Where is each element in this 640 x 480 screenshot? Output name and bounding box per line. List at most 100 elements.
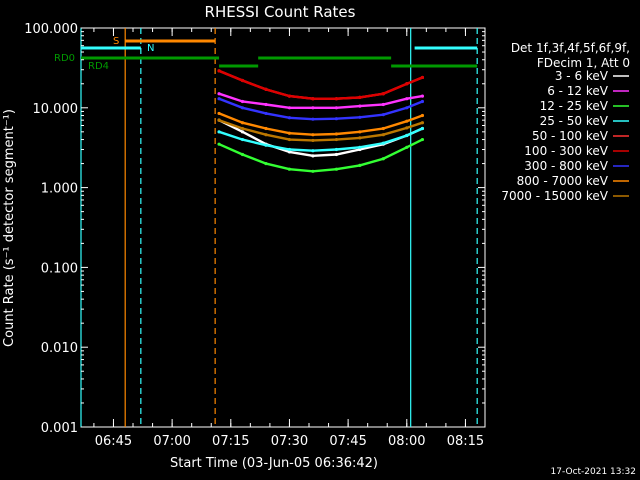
series-8-point xyxy=(240,126,245,131)
series-6-point xyxy=(405,106,409,110)
state-bars: S N RD0 RD4 xyxy=(54,36,478,72)
series-5-point xyxy=(217,69,221,73)
series-3-point xyxy=(240,137,245,142)
series-8-point xyxy=(405,126,409,130)
series-1-point xyxy=(358,104,362,108)
series-2-point xyxy=(381,157,385,161)
legend-label-6: 300 - 800 keV xyxy=(524,159,608,173)
y-axis-label: Count Rate (s⁻¹ detector segment⁻¹) xyxy=(2,109,17,347)
series-5-point xyxy=(334,97,338,101)
x-tick-label-1: 07:00 xyxy=(153,434,190,449)
series-0-point xyxy=(311,154,315,158)
x-tick-label-4: 07:45 xyxy=(329,434,366,449)
series-0-point xyxy=(287,150,292,154)
x-tick-label-3: 07:30 xyxy=(271,434,308,449)
series-8-point xyxy=(264,133,268,137)
series-2-point xyxy=(420,137,425,142)
series-7-point xyxy=(420,113,425,118)
series-line-3 xyxy=(218,127,423,152)
series-3-point xyxy=(405,133,409,138)
series-0-point xyxy=(240,130,245,134)
series-line-2 xyxy=(218,138,423,173)
series-line-7 xyxy=(218,112,423,136)
x-tick-label-5: 08:00 xyxy=(388,434,425,449)
x-tick-label-6: 08:15 xyxy=(447,434,484,449)
series-6-point xyxy=(287,116,292,120)
legend-label-7: 800 - 7000 keV xyxy=(517,174,609,188)
legend-header-1: FDecim 1, Att 0 xyxy=(537,56,630,70)
series-1-point xyxy=(264,102,268,107)
series-8-point xyxy=(334,137,338,142)
series-5-point xyxy=(287,94,292,98)
series-1-point xyxy=(311,106,315,110)
series-line-5 xyxy=(218,69,423,100)
state-bar-label-rd0: RD0 xyxy=(54,53,75,64)
series-2-point xyxy=(311,169,315,173)
series-8-point xyxy=(358,136,362,140)
x-tick-label-2: 07:15 xyxy=(212,434,249,449)
series-8-point xyxy=(311,138,315,143)
series-6-point xyxy=(420,99,425,104)
legend-label-3: 25 - 50 keV xyxy=(540,114,609,128)
series-1-point xyxy=(287,106,292,110)
series-6-point xyxy=(381,113,385,117)
series-8-point xyxy=(420,121,425,125)
series-1-point xyxy=(240,99,245,104)
vertical-markers xyxy=(80,28,478,427)
series-7-point xyxy=(264,126,268,131)
legend-label-4: 50 - 100 keV xyxy=(532,129,609,143)
legend-label-8: 7000 - 15000 keV xyxy=(501,189,608,203)
series-5-point xyxy=(420,75,425,80)
series-8-point xyxy=(287,137,292,142)
y-tick-label-1: 0.010 xyxy=(41,341,78,356)
series-7-point xyxy=(334,132,338,136)
series-3-point xyxy=(311,149,315,153)
y-axis: 0.001 0.010 0.100 1.000 10.000 100.000 xyxy=(24,22,485,436)
series-2-point xyxy=(334,167,338,171)
series-3-point xyxy=(420,126,425,131)
series-line-1 xyxy=(218,92,423,110)
series-3-point xyxy=(287,147,292,152)
state-bar-label-n: N xyxy=(147,43,154,54)
series-5-point xyxy=(311,97,315,101)
series-6-point xyxy=(217,97,221,101)
state-bar-label-s: S xyxy=(113,36,119,47)
series-3-point xyxy=(264,143,268,147)
series-5-point xyxy=(381,92,385,96)
series-7-point xyxy=(405,119,409,123)
y-tick-label-3: 1.000 xyxy=(41,182,78,197)
date-stamp: 17-Oct-2021 13:32 xyxy=(551,467,636,477)
series-2-point xyxy=(287,167,292,171)
legend-label-5: 100 - 300 keV xyxy=(524,144,608,158)
series-7-point xyxy=(311,133,315,137)
series-0-point xyxy=(334,152,338,157)
series-3-point xyxy=(334,147,338,152)
series-0-point xyxy=(358,147,362,152)
series-6-point xyxy=(334,117,338,121)
series-2-point xyxy=(240,152,245,157)
legend: Det 1f,3f,4f,5f,6f,9f,FDecim 1, Att 03 -… xyxy=(501,41,630,203)
series-8-point xyxy=(217,118,221,122)
legend-label-1: 6 - 12 keV xyxy=(547,84,609,98)
x-axis: 06:45 07:00 07:15 07:30 07:45 08:00 08:15 xyxy=(93,28,484,449)
series-line-6 xyxy=(218,97,423,121)
series-line-8 xyxy=(218,119,423,142)
series-5-point xyxy=(264,87,268,92)
series-5-point xyxy=(405,82,409,86)
series-5-point xyxy=(240,78,245,83)
series-3-point xyxy=(217,130,221,134)
series-1-point xyxy=(217,92,221,96)
series-6-point xyxy=(264,111,268,116)
x-axis-label: Start Time (03-Jun-05 06:36:42) xyxy=(170,456,378,471)
legend-header-0: Det 1f,3f,4f,5f,6f,9f, xyxy=(511,41,630,55)
series-8-point xyxy=(381,133,385,137)
series-7-point xyxy=(217,111,221,116)
series-2-point xyxy=(264,161,268,166)
series-7-point xyxy=(358,130,362,134)
series-2-point xyxy=(405,145,409,149)
series-2-point xyxy=(217,142,221,146)
series-7-point xyxy=(240,121,245,125)
series-3-point xyxy=(381,141,385,145)
series-1-point xyxy=(381,102,385,107)
